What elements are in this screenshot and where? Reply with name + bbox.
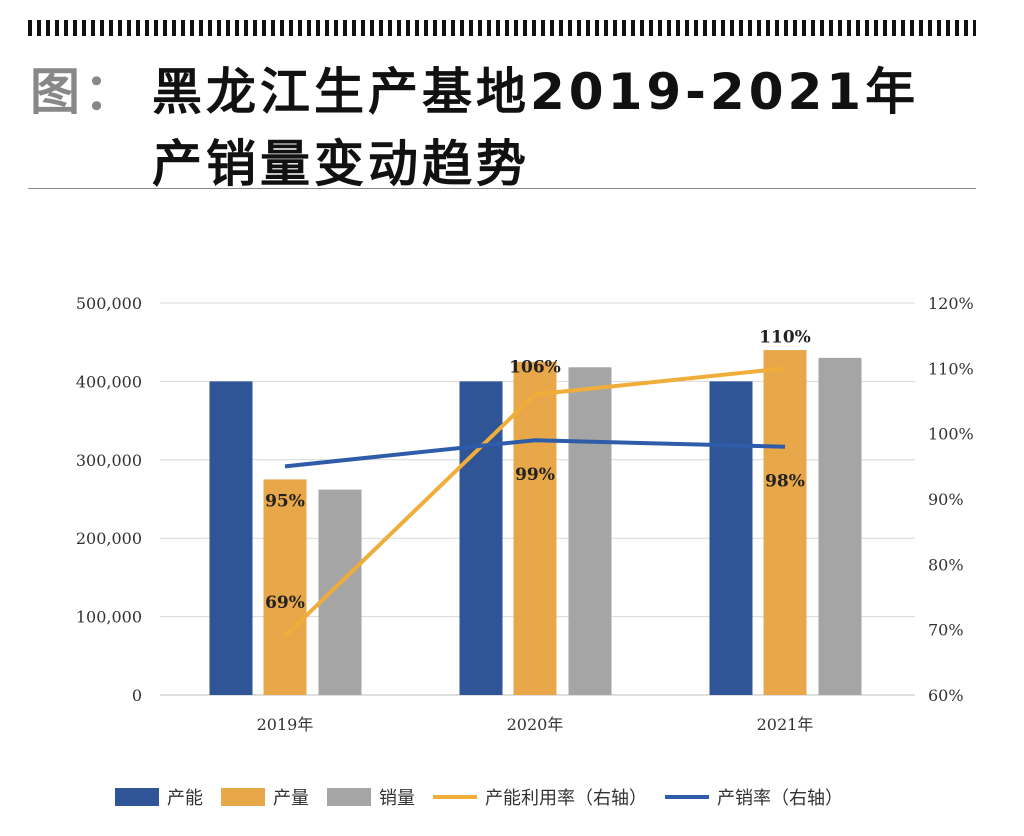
legend-swatch-销量	[327, 788, 371, 806]
y-left-tick-label: 0	[132, 686, 142, 705]
legend-label: 产销率（右轴）	[717, 788, 843, 809]
x-tick-label: 2021年	[757, 715, 814, 734]
y-right-tick-label: 70%	[928, 621, 964, 640]
y-right-tick-label: 90%	[928, 490, 964, 509]
bar-产量-2021年	[763, 350, 807, 695]
x-tick-label: 2020年	[507, 715, 564, 734]
y-left-tick-label: 300,000	[76, 451, 142, 470]
x-tick-label: 2019年	[257, 715, 314, 734]
bar-产能-2021年	[709, 381, 753, 695]
data-label: 99%	[515, 465, 555, 485]
decorative-stripe-bar	[28, 20, 976, 36]
page-title-line2: 产销量变动趋势	[152, 135, 530, 193]
page-title-line1: 黑龙江生产基地2019-2021年	[152, 63, 920, 121]
legend-swatch-产量	[221, 788, 265, 806]
y-left-tick-label: 400,000	[76, 372, 142, 391]
y-right-tick-label: 100%	[928, 425, 974, 444]
y-right-tick-label: 60%	[928, 686, 964, 705]
bar-销量-2021年	[818, 357, 862, 695]
bar-产能-2019年	[209, 381, 253, 695]
title-divider	[28, 188, 976, 189]
legend-label: 产能	[167, 788, 203, 809]
data-label: 69%	[265, 593, 305, 613]
data-label: 95%	[265, 491, 305, 511]
y-right-tick-label: 120%	[928, 294, 974, 313]
bar-销量-2020年	[568, 367, 612, 695]
y-left-tick-label: 100,000	[76, 608, 142, 627]
y-right-tick-label: 110%	[928, 359, 974, 378]
y-left-tick-label: 200,000	[76, 529, 142, 548]
legend-label: 产能利用率（右轴）	[485, 788, 647, 809]
bar-产量-2019年	[263, 479, 307, 695]
legend-label: 销量	[379, 788, 415, 809]
legend-swatch-产能	[115, 788, 159, 806]
data-label: 106%	[509, 357, 561, 377]
y-right-tick-label: 80%	[928, 555, 964, 574]
line-产销率（右轴）	[284, 438, 786, 469]
legend-label: 产量	[273, 788, 309, 809]
bar-产量-2020年	[513, 361, 557, 695]
data-label: 110%	[759, 327, 811, 347]
title-prefix: 图：	[30, 63, 138, 121]
line-产能利用率（右轴）	[283, 366, 786, 638]
bar-销量-2019年	[318, 489, 362, 695]
y-left-tick-label: 500,000	[76, 294, 142, 313]
bar-产能-2020年	[459, 381, 503, 695]
data-label: 98%	[765, 472, 805, 492]
